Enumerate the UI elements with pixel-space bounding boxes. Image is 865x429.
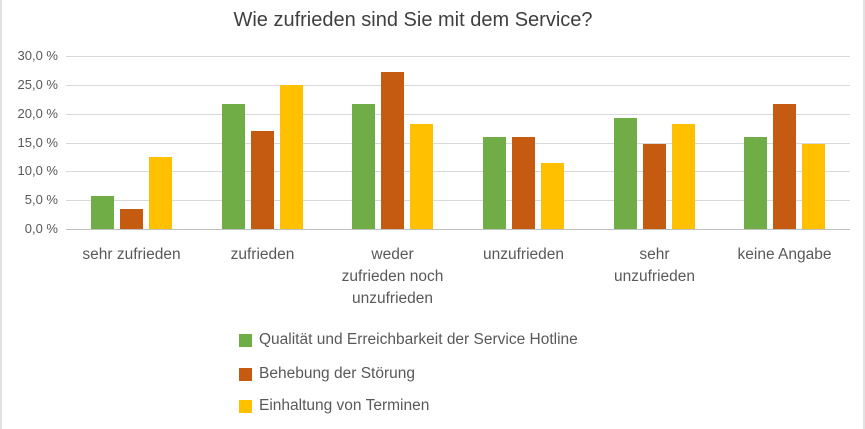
bar-series3-category2 [280, 85, 303, 229]
legend-swatch [239, 367, 252, 381]
x-category-label-line: sehr [639, 246, 670, 263]
x-category-label-line: zufrieden [230, 246, 295, 263]
x-category-label: keine Angabe [709, 244, 860, 266]
bar-series3-category3 [410, 124, 433, 229]
bar-series3-category5 [672, 124, 695, 229]
bar-series2-category6 [773, 104, 796, 229]
bar-series1-category1 [91, 196, 114, 229]
y-axis-tick-label: 10,0 % [17, 163, 58, 178]
x-category-label: sehr unzufrieden [579, 244, 730, 288]
y-axis-tick-label: 20,0 % [17, 106, 58, 121]
bar-series1-category2 [222, 104, 245, 229]
x-category-label-line: weder [371, 246, 414, 263]
bar-series1-category4 [483, 137, 506, 229]
bar-series1-category5 [614, 118, 637, 229]
bar-series3-category1 [149, 157, 172, 229]
bar-series2-category4 [512, 137, 535, 229]
legend-swatch [239, 399, 252, 413]
legend-label: Behebung der Störung [259, 365, 415, 382]
gridline [66, 85, 850, 86]
legend-label: Qualität und Erreichbarkeit der Service … [259, 331, 578, 348]
chart-title: Wie zufrieden sind Sie mit dem Service? [233, 9, 593, 31]
bar-series1-category6 [744, 137, 767, 229]
y-axis-tick-label: 0,0 % [24, 221, 58, 236]
x-category-label: zufrieden [187, 244, 338, 266]
gridline [66, 171, 850, 172]
x-axis-line [66, 229, 850, 230]
legend-item: Einhaltung von Terminen [239, 397, 429, 415]
gridline [66, 114, 850, 115]
x-category-label: unzufrieden [448, 244, 599, 266]
bar-series2-category1 [120, 209, 143, 229]
legend-swatch [239, 333, 252, 347]
gridline [66, 56, 850, 57]
x-category-label: sehr zufrieden [56, 244, 207, 266]
x-category-label-line: sehr zufrieden [82, 246, 181, 263]
y-axis-tick-label: 5,0 % [24, 192, 58, 207]
x-category-label-line: unzufrieden [613, 268, 695, 285]
bar-series3-category4 [541, 163, 564, 229]
x-category-label: weder zufrieden noch unzufrieden [317, 244, 468, 310]
x-category-label-line: unzufrieden [482, 246, 564, 263]
x-category-label-line: zufrieden noch [341, 268, 444, 285]
bar-series3-category6 [802, 144, 825, 229]
legend-item: Qualität und Erreichbarkeit der Service … [239, 331, 578, 349]
gridline [66, 143, 850, 144]
bar-series2-category2 [251, 131, 274, 229]
legend-label: Einhaltung von Terminen [259, 397, 430, 414]
bar-series1-category3 [352, 104, 375, 229]
bar-series2-category3 [381, 72, 404, 229]
x-category-label-line: keine Angabe [737, 246, 832, 263]
legend-item: Behebung der Störung [239, 365, 415, 383]
y-axis-tick-label: 30,0 % [17, 48, 58, 63]
bar-series2-category5 [643, 144, 666, 229]
y-axis-tick-label: 15,0 % [17, 135, 58, 150]
x-category-label-line: unzufrieden [351, 290, 433, 307]
gridline [66, 200, 850, 201]
y-axis-tick-label: 25,0 % [17, 77, 58, 92]
